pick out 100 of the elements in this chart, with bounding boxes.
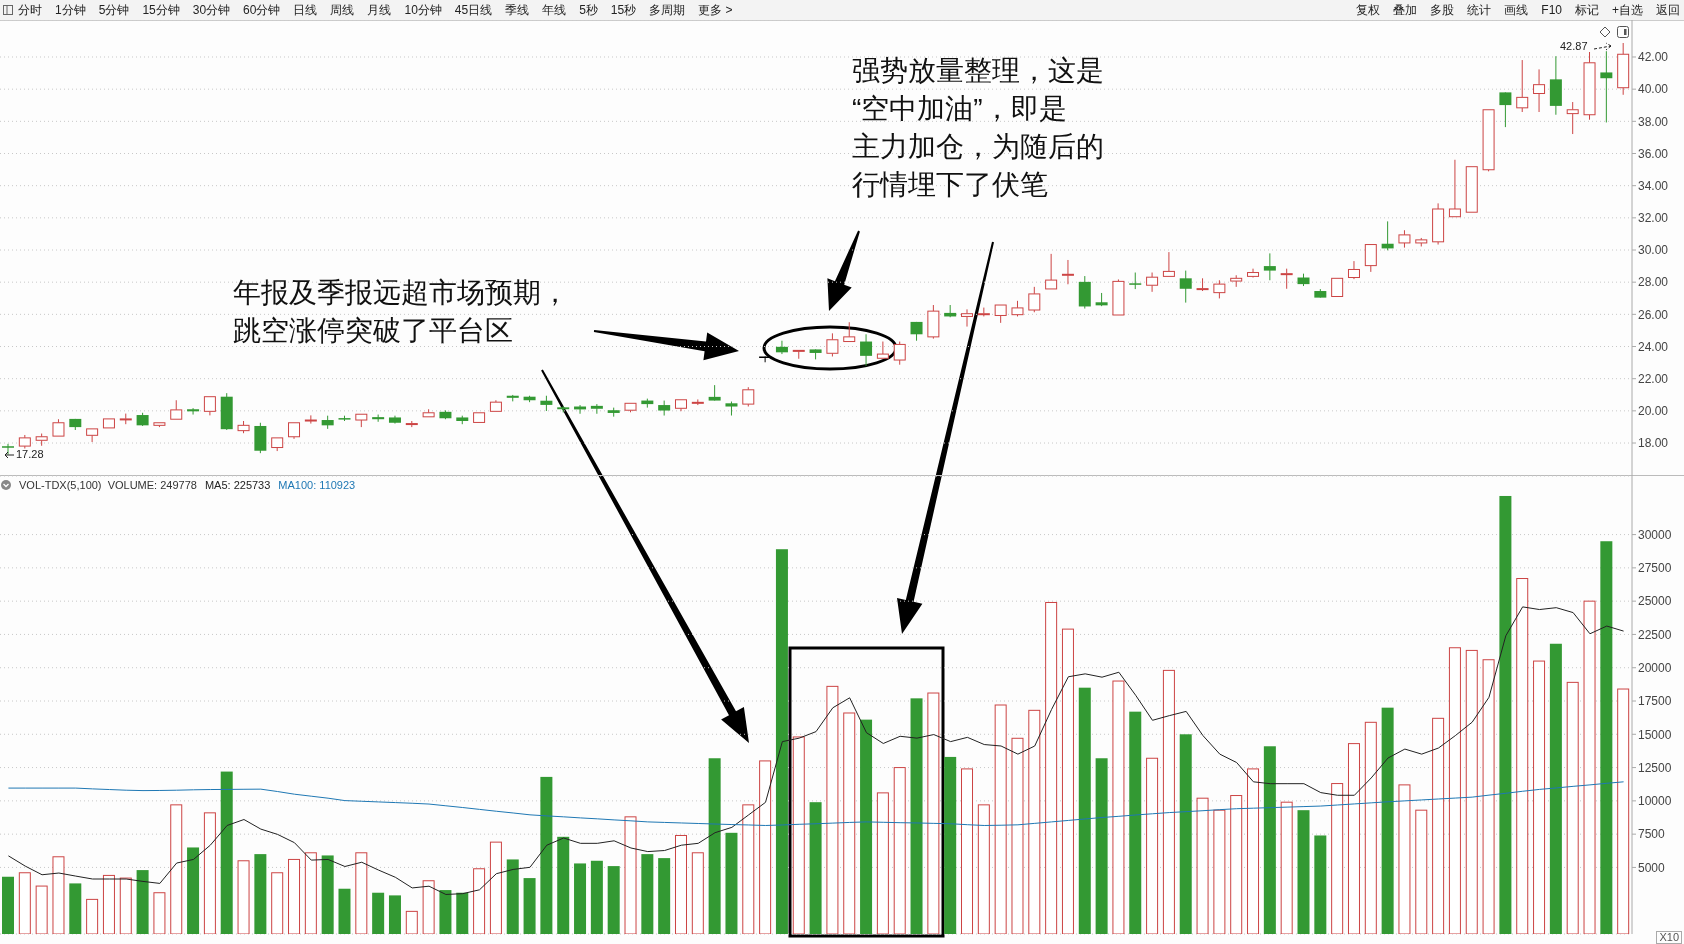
bar xyxy=(792,736,805,934)
text: 30分钟 xyxy=(192,1,231,19)
bar xyxy=(1162,669,1175,934)
candlestick xyxy=(2,443,14,456)
bar xyxy=(153,892,166,934)
line-series xyxy=(7,781,1625,826)
candlestick xyxy=(1347,260,1360,280)
bar xyxy=(372,892,385,934)
bar xyxy=(826,685,839,934)
bar xyxy=(624,816,637,934)
bar xyxy=(1415,809,1428,934)
y-tick-label: 24.00 xyxy=(1638,339,1669,354)
text: 返回 xyxy=(1656,1,1680,19)
y-axis-title: X10 xyxy=(1656,931,1682,944)
text: MA100: 110923 xyxy=(278,479,356,491)
text: 多周期 xyxy=(649,1,686,19)
candlestick xyxy=(1533,68,1546,113)
bar xyxy=(489,841,502,934)
bar xyxy=(961,768,974,934)
y-tick-label: 7500 xyxy=(1638,827,1666,842)
bar xyxy=(759,760,772,934)
bar xyxy=(1061,628,1074,934)
bar xyxy=(1398,784,1411,934)
y-tick-label: 22.00 xyxy=(1638,371,1669,386)
bar xyxy=(1533,660,1546,934)
bar xyxy=(658,858,671,934)
text: 复权 xyxy=(1356,1,1381,19)
annotation: 42.87 xyxy=(1560,40,1588,52)
y-tick-label: 18.00 xyxy=(1638,436,1669,451)
text: 日线 xyxy=(293,1,318,19)
bar xyxy=(321,855,334,934)
bar xyxy=(1566,681,1579,934)
y-tick-label: 22500 xyxy=(1638,627,1672,642)
bar xyxy=(203,812,216,934)
candlestick xyxy=(1146,272,1159,293)
text: 15分钟 xyxy=(142,1,180,19)
text: 多股 xyxy=(1430,1,1455,19)
text: 5分钟 xyxy=(98,1,130,19)
bar xyxy=(1297,810,1310,934)
bar xyxy=(1583,600,1596,934)
text: 15秒 xyxy=(610,1,637,19)
candlestick xyxy=(961,308,974,328)
candlestick xyxy=(860,333,873,367)
bar xyxy=(405,910,418,934)
bar xyxy=(1011,737,1024,934)
candlestick xyxy=(1600,50,1613,123)
bar xyxy=(691,852,704,934)
bar xyxy=(18,872,31,934)
y-tick-label: 25000 xyxy=(1638,594,1672,609)
bar xyxy=(927,692,940,934)
bar xyxy=(910,698,923,934)
candlestick xyxy=(1583,51,1596,121)
bar xyxy=(809,802,822,934)
bar xyxy=(388,895,401,934)
bar xyxy=(1331,783,1344,934)
bar xyxy=(52,856,65,934)
y-tick-label: 32.00 xyxy=(1638,211,1669,226)
text: 标记 xyxy=(1574,1,1599,19)
text: 60分钟 xyxy=(243,1,281,19)
bar xyxy=(1028,709,1041,934)
bar xyxy=(1381,707,1394,934)
bar xyxy=(540,776,553,934)
bar xyxy=(1247,768,1260,934)
bar xyxy=(1112,680,1125,934)
bar xyxy=(1617,688,1630,934)
text: 统计 xyxy=(1467,1,1492,19)
bar xyxy=(742,804,755,934)
bar xyxy=(473,868,486,934)
bar xyxy=(1314,835,1327,934)
y-tick-label: 27500 xyxy=(1638,561,1672,576)
bar xyxy=(439,890,452,934)
candlestick xyxy=(1061,259,1074,285)
bar xyxy=(1432,717,1445,934)
y-tick-label: 10000 xyxy=(1638,794,1672,809)
y-tick-label: 30.00 xyxy=(1638,243,1669,258)
bar xyxy=(574,863,587,934)
bar xyxy=(860,719,873,934)
bar xyxy=(1448,647,1461,934)
bar xyxy=(288,858,301,934)
bar xyxy=(1213,809,1226,934)
bar xyxy=(119,877,132,934)
text: 45日线 xyxy=(454,1,493,19)
text: 5秒 xyxy=(579,1,598,19)
bar xyxy=(1263,746,1276,934)
text: 10分钟 xyxy=(404,1,442,19)
annotation: 17.28 xyxy=(16,448,44,460)
annotation: 强势放量整理，这是“空中加油”，即是主力加仓，为随后的行情埋下了伏笔 xyxy=(852,54,1104,202)
bar xyxy=(338,888,351,934)
bar xyxy=(1045,601,1058,934)
bar xyxy=(977,804,990,934)
y-tick-label: 26.00 xyxy=(1638,307,1669,322)
y-tick-label: 34.00 xyxy=(1638,178,1669,193)
bar xyxy=(1549,643,1562,934)
bar xyxy=(1347,743,1360,934)
y-tick-label: 20.00 xyxy=(1638,404,1669,419)
candlestick xyxy=(187,407,200,416)
bar xyxy=(86,898,99,934)
text: 季线 xyxy=(505,1,530,19)
bar xyxy=(1095,758,1108,934)
text: 分时 xyxy=(18,1,42,19)
